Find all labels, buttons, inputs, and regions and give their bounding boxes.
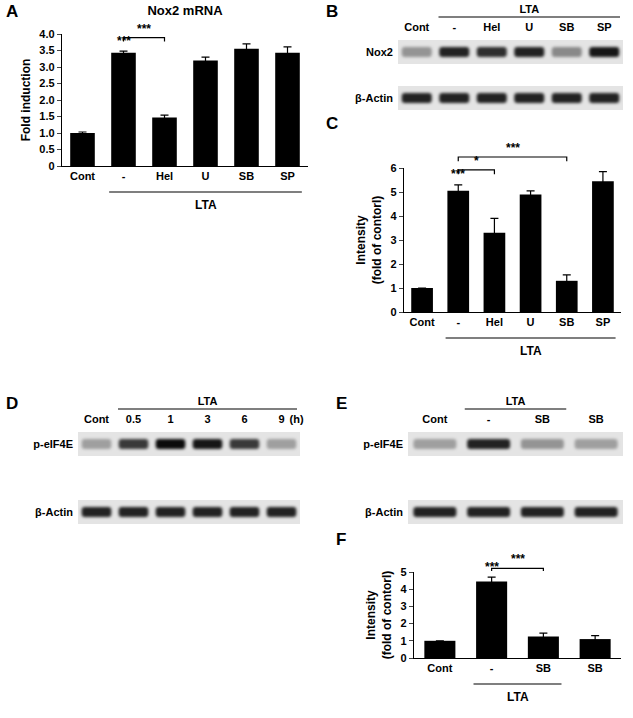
- html-text:D: D: [6, 394, 19, 413]
- svg-text:Cont: Cont: [410, 316, 435, 328]
- svg-text:SB: SB: [588, 413, 603, 425]
- svg-text:Hel: Hel: [486, 316, 503, 328]
- svg-text:-: -: [122, 170, 126, 182]
- svg-text:0: 0: [390, 306, 396, 318]
- svg-text:Cont: Cont: [427, 662, 452, 674]
- svg-text:1: 1: [167, 413, 173, 425]
- svg-text:Nox2 mRNA: Nox2 mRNA: [147, 3, 223, 18]
- svg-text:0: 0: [400, 652, 406, 664]
- svg-text:***: ***: [485, 560, 499, 574]
- svg-text:Intensity(fold of contorl): Intensity(fold of contorl): [354, 196, 384, 285]
- svg-text:3: 3: [400, 600, 406, 612]
- svg-text:2.0: 2.0: [39, 94, 54, 106]
- svg-text:1: 1: [400, 635, 406, 647]
- svg-text:Hel: Hel: [483, 21, 500, 33]
- svg-text:Fold induction: Fold induction: [19, 59, 33, 142]
- svg-text:9: 9: [278, 413, 284, 425]
- svg-text:3: 3: [204, 413, 210, 425]
- svg-text:SB: SB: [535, 413, 550, 425]
- svg-text:1.5: 1.5: [39, 110, 54, 122]
- svg-text:*: *: [474, 154, 479, 168]
- svg-text:LTA: LTA: [519, 3, 539, 15]
- svg-text:SB: SB: [239, 170, 254, 182]
- svg-text:-: -: [487, 413, 491, 425]
- svg-text:***: ***: [117, 34, 131, 48]
- svg-text:β-Actin: β-Actin: [35, 506, 73, 518]
- svg-text:2.5: 2.5: [39, 77, 54, 89]
- svg-text:(h): (h): [290, 413, 304, 425]
- svg-text:SP: SP: [596, 316, 611, 328]
- svg-text:-: -: [452, 21, 456, 33]
- svg-text:2: 2: [390, 258, 396, 270]
- svg-text:0: 0: [48, 160, 54, 172]
- svg-text:-: -: [490, 662, 494, 674]
- svg-text:6: 6: [390, 162, 396, 174]
- svg-text:Cont: Cont: [70, 170, 95, 182]
- svg-text:***: ***: [511, 552, 525, 566]
- svg-text:Hel: Hel: [156, 170, 173, 182]
- svg-text:LTA: LTA: [195, 198, 217, 212]
- svg-text:Intensity(fold of contorl): Intensity(fold of contorl): [364, 571, 394, 660]
- svg-text:3.0: 3.0: [39, 61, 54, 73]
- svg-text:U: U: [202, 170, 210, 182]
- svg-text:U: U: [525, 21, 533, 33]
- svg-text:LTA: LTA: [507, 690, 529, 704]
- svg-text:3.5: 3.5: [39, 44, 54, 56]
- svg-text:Cont: Cont: [404, 21, 429, 33]
- html-text:F: F: [336, 530, 347, 549]
- svg-text:SB: SB: [536, 662, 551, 674]
- svg-text:SP: SP: [597, 21, 612, 33]
- svg-text:LTA: LTA: [520, 344, 542, 358]
- svg-text:p-eIF4E: p-eIF4E: [33, 438, 73, 450]
- svg-text:4: 4: [400, 583, 407, 595]
- svg-text:2: 2: [400, 617, 406, 629]
- svg-text:0.5: 0.5: [126, 413, 141, 425]
- svg-text:SP: SP: [280, 170, 295, 182]
- html-text:B: B: [326, 2, 339, 21]
- svg-text:***: ***: [451, 167, 465, 181]
- svg-text:U: U: [527, 316, 535, 328]
- html-text:C: C: [326, 114, 339, 133]
- svg-text:Nox2: Nox2: [366, 46, 393, 58]
- svg-text:***: ***: [137, 22, 151, 36]
- svg-text:5: 5: [390, 186, 396, 198]
- svg-text:β-Actin: β-Actin: [365, 506, 403, 518]
- html-text:A: A: [6, 2, 19, 21]
- svg-text:-: -: [456, 316, 460, 328]
- svg-text:SB: SB: [587, 662, 602, 674]
- svg-text:SB: SB: [559, 316, 574, 328]
- svg-text:4: 4: [390, 210, 397, 222]
- svg-text:4.0: 4.0: [39, 28, 54, 40]
- svg-text:5: 5: [400, 566, 406, 578]
- svg-text:LTA: LTA: [506, 395, 526, 407]
- svg-text:SB: SB: [559, 21, 574, 33]
- svg-text:6: 6: [241, 413, 247, 425]
- svg-text:1.0: 1.0: [39, 127, 54, 139]
- svg-text:LTA: LTA: [198, 395, 218, 407]
- svg-text:3: 3: [390, 234, 396, 246]
- svg-text:1: 1: [390, 282, 396, 294]
- svg-text:p-eIF4E: p-eIF4E: [363, 438, 403, 450]
- svg-text:β-Actin: β-Actin: [355, 92, 393, 104]
- svg-text:Cont: Cont: [422, 413, 447, 425]
- svg-text:0.5: 0.5: [39, 143, 54, 155]
- html-text:E: E: [336, 394, 348, 413]
- svg-text:Cont: Cont: [84, 413, 109, 425]
- svg-text:***: ***: [506, 141, 520, 155]
